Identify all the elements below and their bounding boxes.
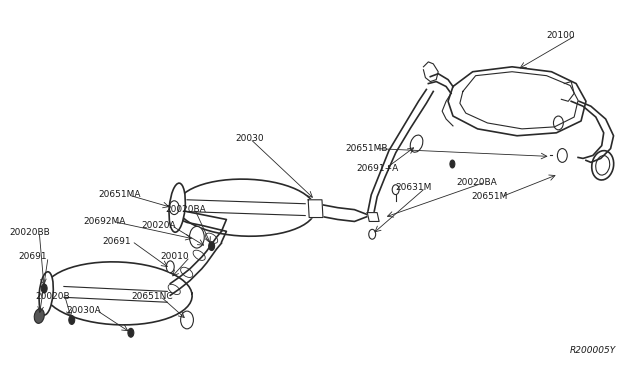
Ellipse shape: [410, 135, 423, 152]
Text: 20651M: 20651M: [472, 192, 508, 201]
Text: 20100: 20100: [547, 31, 575, 40]
Ellipse shape: [209, 242, 214, 250]
Ellipse shape: [450, 160, 455, 168]
Text: R200005Y: R200005Y: [569, 346, 616, 355]
Text: 20631M: 20631M: [396, 183, 432, 192]
Ellipse shape: [128, 328, 134, 337]
Ellipse shape: [180, 311, 193, 329]
Text: 20020BB: 20020BB: [10, 228, 51, 237]
Polygon shape: [308, 200, 323, 218]
Text: 20020B: 20020B: [35, 292, 70, 301]
Text: 20691+A: 20691+A: [356, 164, 399, 173]
Ellipse shape: [169, 183, 186, 232]
Text: 20692MA: 20692MA: [84, 217, 126, 226]
Text: 20010: 20010: [161, 253, 189, 262]
Text: 20020BA: 20020BA: [456, 177, 497, 187]
Text: 20651MA: 20651MA: [99, 190, 141, 199]
Text: 20030: 20030: [236, 134, 264, 143]
Ellipse shape: [557, 148, 567, 162]
Text: 20020A: 20020A: [141, 221, 177, 230]
Text: 20691: 20691: [102, 237, 131, 246]
Ellipse shape: [369, 230, 376, 239]
Text: 20651MB: 20651MB: [346, 144, 388, 153]
Ellipse shape: [34, 309, 44, 323]
Polygon shape: [424, 62, 438, 81]
Text: 20030A: 20030A: [67, 306, 102, 315]
Ellipse shape: [69, 315, 75, 324]
Ellipse shape: [166, 261, 174, 273]
Text: 20691: 20691: [19, 253, 47, 262]
Polygon shape: [367, 212, 379, 221]
Ellipse shape: [189, 227, 204, 248]
Text: 20020BA: 20020BA: [165, 205, 206, 214]
Text: 20651NC: 20651NC: [131, 292, 173, 301]
Ellipse shape: [392, 185, 399, 195]
Ellipse shape: [41, 284, 47, 293]
Ellipse shape: [39, 272, 53, 315]
